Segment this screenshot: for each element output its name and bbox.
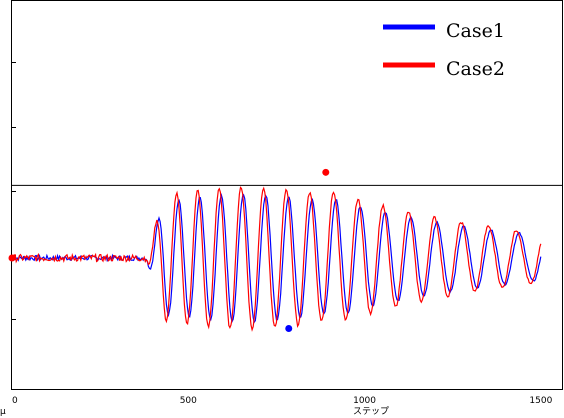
legend-label-case2: Case2	[446, 58, 505, 80]
x-tick-label: 0	[12, 396, 18, 406]
series-line-case2	[11, 186, 542, 332]
plot-frame	[11, 0, 563, 390]
series-layer	[11, 186, 542, 332]
case1-min-marker	[285, 325, 293, 333]
x-tick-labels: 0 500 1000 1500	[12, 396, 553, 406]
y-axis-label: μ	[0, 407, 6, 417]
x-tick-label: 500	[180, 396, 197, 406]
case2-max-marker	[322, 168, 330, 176]
x-axis-label: ステップ	[353, 406, 389, 417]
x-tick-label: 1000	[353, 396, 376, 406]
x-tick-label: 1500	[529, 396, 552, 406]
legend-label-case1: Case1	[446, 20, 505, 42]
case2-start-marker	[8, 254, 16, 262]
legend: Case1 Case2	[383, 20, 505, 80]
marker-layer	[8, 168, 330, 333]
